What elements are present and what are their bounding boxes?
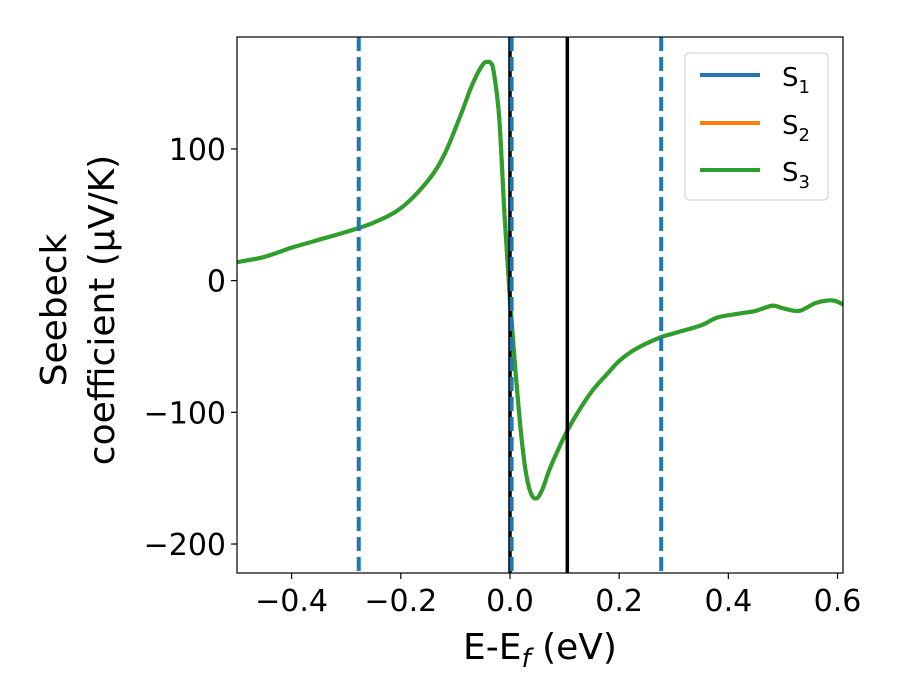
legend-box [684, 52, 829, 201]
legend-label-s2: S2 [782, 111, 810, 146]
legend-label-s3-sub: 3 [799, 172, 810, 193]
plot-area [237, 37, 843, 573]
legend-label-s2-sub: 2 [799, 125, 810, 146]
x-tick-label: 0.0 [486, 584, 534, 619]
x-axis-title: E-Ef (eV) [463, 627, 617, 674]
x-axis-title-unit: (eV) [531, 627, 617, 668]
legend-label-s1-main: S [782, 63, 799, 93]
x-tick-label: 0.6 [814, 584, 862, 619]
y-axis-title-line1: Seebeck [34, 233, 75, 386]
plot-frame [236, 36, 844, 574]
plot-layer [237, 37, 843, 573]
legend-label-s1-sub: 1 [799, 77, 810, 98]
y-tick-label: 100 [169, 133, 226, 168]
x-tick-label: −0.4 [255, 584, 328, 619]
legend-item-s2: S2 [700, 111, 810, 146]
legend-item-s1: S1 [700, 63, 810, 98]
x-tick-label: −0.2 [364, 584, 437, 619]
legend-label-s3: S3 [782, 158, 810, 193]
legend: S1 S2 S3 [684, 52, 829, 201]
legend-label-s3-main: S [782, 158, 799, 188]
series-line-s3 [237, 59, 843, 501]
axes-layer: −0.4 −0.2 0.0 0.2 0.4 0.6 −200 −100 0 100 [144, 36, 862, 619]
x-tick-label: 0.4 [704, 584, 752, 619]
y-axis-title-line2: coefficient (μV/K) [82, 155, 123, 465]
legend-label-s2-main: S [782, 111, 799, 141]
legend-item-s3: S3 [700, 158, 810, 193]
y-tick-label: −200 [144, 528, 226, 563]
y-tick-label: 0 [207, 265, 226, 300]
x-tick-label: 0.2 [595, 584, 643, 619]
legend-label-s1: S1 [782, 63, 810, 98]
x-axis-title-main: E-E [463, 627, 521, 668]
y-tick-label: −100 [144, 396, 226, 431]
y-axis-title-group: Seebeck coefficient (μV/K) [34, 155, 123, 465]
